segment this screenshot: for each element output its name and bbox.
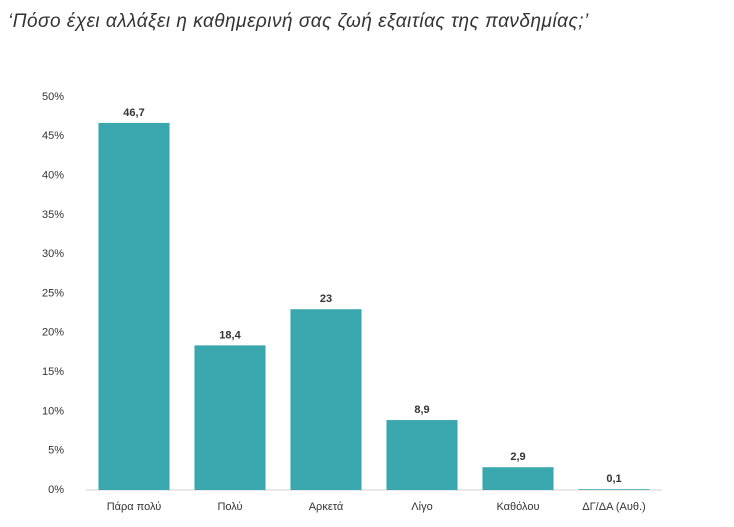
x-tick-label: Πάρα πολύ (107, 501, 162, 513)
y-tick-label: 15% (42, 366, 64, 378)
x-tick-label: ΔΓ/ΔΑ (Αυθ.) (582, 501, 645, 513)
value-label: 0,1 (606, 473, 621, 485)
value-label: 8,9 (414, 404, 429, 416)
y-tick-label: 5% (48, 445, 64, 457)
y-tick-label: 50% (42, 91, 64, 103)
x-tick-label: Αρκετά (309, 501, 344, 513)
y-tick-label: 0% (48, 484, 64, 496)
y-tick-label: 10% (42, 405, 64, 417)
y-tick-label: 25% (42, 287, 64, 299)
x-tick-label: Πολύ (217, 501, 242, 513)
x-tick-label: Καθόλου (496, 501, 539, 513)
y-tick-label: 20% (42, 327, 64, 339)
y-tick-label: 45% (42, 130, 64, 142)
x-tick-label: Λίγο (411, 501, 432, 513)
bar (482, 467, 554, 490)
value-label: 23 (320, 293, 332, 305)
bar (194, 345, 266, 490)
bar (386, 420, 458, 490)
value-label: 46,7 (123, 107, 144, 119)
y-tick-label: 40% (42, 170, 64, 182)
chart-title: ‘Πόσο έχει αλλάξει η καθημερινή σας ζωή … (8, 11, 589, 32)
value-label: 2,9 (510, 451, 525, 463)
y-tick-label: 30% (42, 248, 64, 260)
bar (578, 489, 650, 490)
y-tick-label: 35% (42, 209, 64, 221)
bar (290, 309, 362, 490)
bar (98, 122, 170, 491)
value-label: 18,4 (219, 329, 241, 341)
